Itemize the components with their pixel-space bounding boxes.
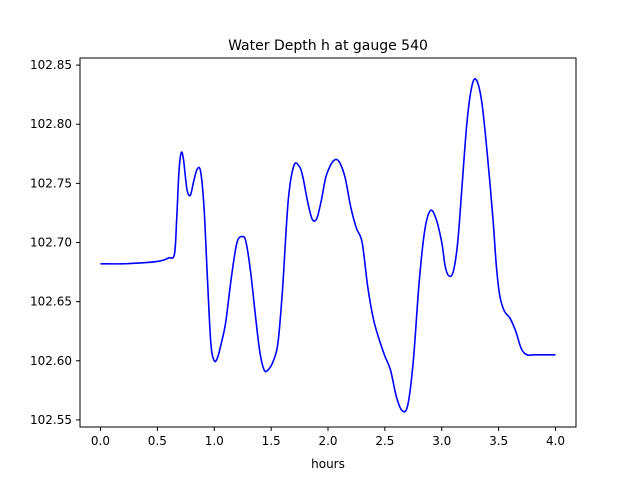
- y-tick-label: 102.55: [30, 413, 72, 427]
- x-tick-label: 3.0: [432, 434, 451, 448]
- axes-frame: [79, 57, 577, 428]
- y-tick-label: 102.65: [30, 295, 72, 309]
- x-tick-label: 1.0: [205, 434, 224, 448]
- y-tick-label: 102.75: [30, 176, 72, 190]
- x-tick-label: 0.0: [91, 434, 110, 448]
- x-axis-label: hours: [311, 457, 345, 471]
- series-line-0: [100, 78, 556, 413]
- plot-area: [79, 57, 577, 428]
- chart-title: Water Depth h at gauge 540: [228, 38, 428, 54]
- x-tick-label: 1.5: [262, 434, 281, 448]
- y-tick-label: 102.85: [30, 58, 72, 72]
- y-tick-label: 102.60: [30, 354, 72, 368]
- x-tick-label: 4.0: [546, 434, 565, 448]
- x-axis: 0.0 0.5 1.0 1.5 2.0 2.5 3.0 3.5 4.0: [91, 427, 565, 448]
- y-tick-label: 102.80: [30, 117, 72, 131]
- x-tick-label: 2.0: [318, 434, 337, 448]
- x-tick-label: 3.5: [489, 434, 508, 448]
- x-tick-label: 0.5: [148, 434, 167, 448]
- y-axis: 102.55 102.60 102.65 102.70 102.75 102.80 102.…: [30, 58, 80, 427]
- y-tick-label: 102.70: [30, 236, 72, 250]
- x-tick-label: 2.5: [375, 434, 394, 448]
